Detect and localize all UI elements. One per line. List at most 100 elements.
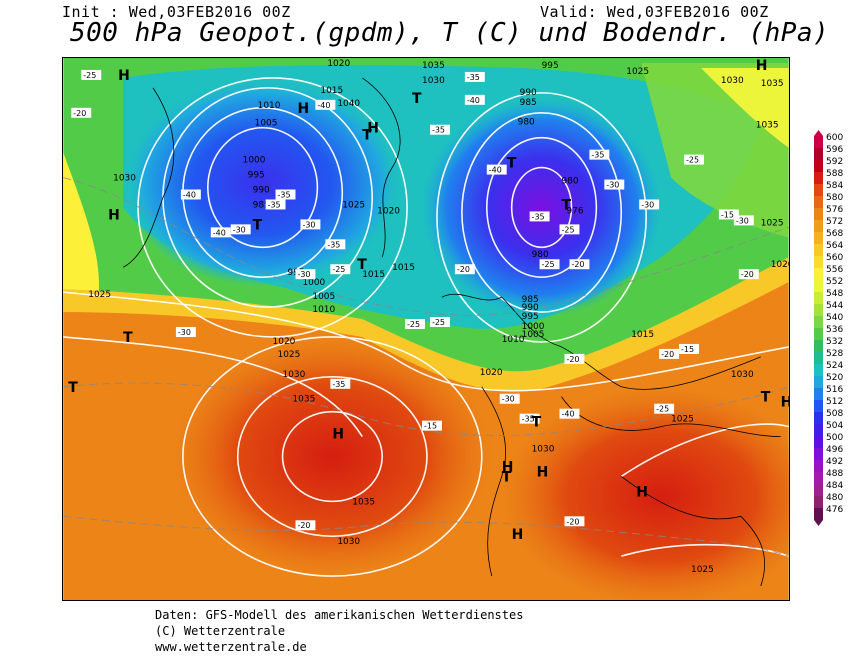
init-time-label: Init : Wed,03FEB2016 00Z xyxy=(62,3,291,21)
legend-swatch xyxy=(814,160,823,172)
temperature-label: -40 xyxy=(562,410,575,419)
legend-value: 600 xyxy=(826,133,843,143)
pressure-label: 1025 xyxy=(761,218,784,228)
low-pressure-marker: T xyxy=(362,128,372,144)
temp-label-bg xyxy=(330,378,351,389)
temp-label-bg xyxy=(464,94,485,105)
temp-label-bg xyxy=(738,269,759,280)
legend-swatch xyxy=(814,460,823,472)
temperature-label: -20 xyxy=(73,109,86,118)
credit-copyright: (C) Wetterzentrale xyxy=(155,624,286,638)
temperature-label: -25 xyxy=(656,405,669,414)
legend-value: 556 xyxy=(826,265,843,275)
low-pressure-marker: T xyxy=(123,330,133,346)
temperature-label: -20 xyxy=(661,350,674,359)
temp-label-bg xyxy=(718,209,739,220)
pressure-label: 1000 xyxy=(302,278,325,288)
low-pressure-marker: T xyxy=(502,469,512,485)
legend-value: 496 xyxy=(826,445,843,455)
legend-swatch xyxy=(814,496,823,508)
pressure-label: 1020 xyxy=(771,260,790,270)
pressure-label: 980 xyxy=(532,250,549,260)
pressure-label: 1025 xyxy=(88,290,111,300)
temperature-label: -30 xyxy=(736,216,749,225)
legend-swatch xyxy=(814,172,823,184)
legend-swatch xyxy=(814,388,823,400)
low-pressure-marker: T xyxy=(507,156,517,172)
legend-swatch xyxy=(814,412,823,424)
legend-value: 504 xyxy=(826,421,843,431)
pressure-label: 1005 xyxy=(255,119,278,129)
pressure-label: 1030 xyxy=(422,76,445,86)
legend-swatch xyxy=(814,184,823,196)
low-pressure-marker: T xyxy=(562,197,572,213)
high-pressure-marker: H xyxy=(636,484,648,500)
low-pressure-marker: T xyxy=(761,390,771,406)
legend-swatch xyxy=(814,340,823,352)
temperature-label: -25 xyxy=(332,265,345,274)
legend-swatch xyxy=(814,508,823,520)
legend-value: 584 xyxy=(826,181,843,191)
temp-label-bg xyxy=(175,327,196,337)
legend-value: 484 xyxy=(826,481,843,491)
legend-swatch xyxy=(814,316,823,328)
high-pressure-marker: H xyxy=(108,207,120,223)
legend-value: 524 xyxy=(826,361,843,371)
pressure-label: 1005 xyxy=(522,330,545,340)
legend-swatch xyxy=(814,400,823,412)
legend-swatch xyxy=(814,268,823,280)
temp-label-bg xyxy=(559,224,580,235)
temp-label-bg xyxy=(654,403,675,414)
pressure-label: 1010 xyxy=(502,335,525,345)
legend-value: 540 xyxy=(826,313,843,323)
temp-label-bg xyxy=(559,408,580,419)
pressure-label: 1025 xyxy=(691,565,714,575)
temp-label-bg xyxy=(300,219,321,230)
legend-value: 580 xyxy=(826,193,843,203)
temperature-label: -30 xyxy=(302,220,315,229)
legend-value: 488 xyxy=(826,469,843,479)
pressure-label: 1015 xyxy=(392,263,415,273)
temperature-label: -35 xyxy=(532,212,545,221)
high-pressure-marker: H xyxy=(502,459,514,475)
legend-swatch xyxy=(814,448,823,460)
pressure-label: 1020 xyxy=(273,337,296,347)
temp-label-bg xyxy=(564,516,585,527)
temperature-label: -35 xyxy=(467,73,480,82)
legend-swatch xyxy=(814,256,823,268)
pressure-label: 1025 xyxy=(671,415,694,425)
temperature-label: -30 xyxy=(233,225,246,234)
low-pressure-marker: T xyxy=(532,415,542,431)
temp-label-bg xyxy=(81,69,102,80)
temperature-label: -35 xyxy=(268,200,281,209)
high-pressure-marker: H xyxy=(332,427,344,443)
pressure-label: 1020 xyxy=(327,59,350,69)
temp-label-bg xyxy=(275,189,296,200)
pressure-label: 1015 xyxy=(320,86,343,96)
color-legend: 600 596 592 588 584 580 576 572 568 564 560 556 552 5… xyxy=(814,130,843,526)
pressure-label: 1020 xyxy=(480,368,503,378)
temperature-label: -30 xyxy=(641,200,654,209)
pressure-label: 980 xyxy=(562,177,579,187)
temperature-label: -40 xyxy=(467,96,480,105)
temperature-label: -15 xyxy=(424,422,437,431)
temperature-label: -40 xyxy=(213,228,226,237)
weather-map: 1020 1035 99510301015104099098510109801005… xyxy=(62,57,790,601)
legend-swatch xyxy=(814,280,823,292)
pressure-label: 1000 xyxy=(243,156,266,166)
temp-label-bg xyxy=(429,124,450,135)
temp-label-bg xyxy=(315,99,336,110)
high-pressure-marker: H xyxy=(118,68,130,84)
pressure-label: 1025 xyxy=(342,200,365,210)
legend-value: 596 xyxy=(826,145,843,155)
temp-label-bg xyxy=(639,199,660,210)
temp-label-bg xyxy=(230,224,251,235)
temp-label-bg xyxy=(499,393,520,404)
pressure-label: 995 xyxy=(248,171,265,181)
legend-swatch xyxy=(814,220,823,232)
legend-value: 568 xyxy=(826,229,843,239)
pressure-label: 1030 xyxy=(721,76,744,86)
legend-swatch xyxy=(814,424,823,436)
temp-label-bg xyxy=(265,199,286,210)
pressure-label: 995 xyxy=(542,61,559,71)
